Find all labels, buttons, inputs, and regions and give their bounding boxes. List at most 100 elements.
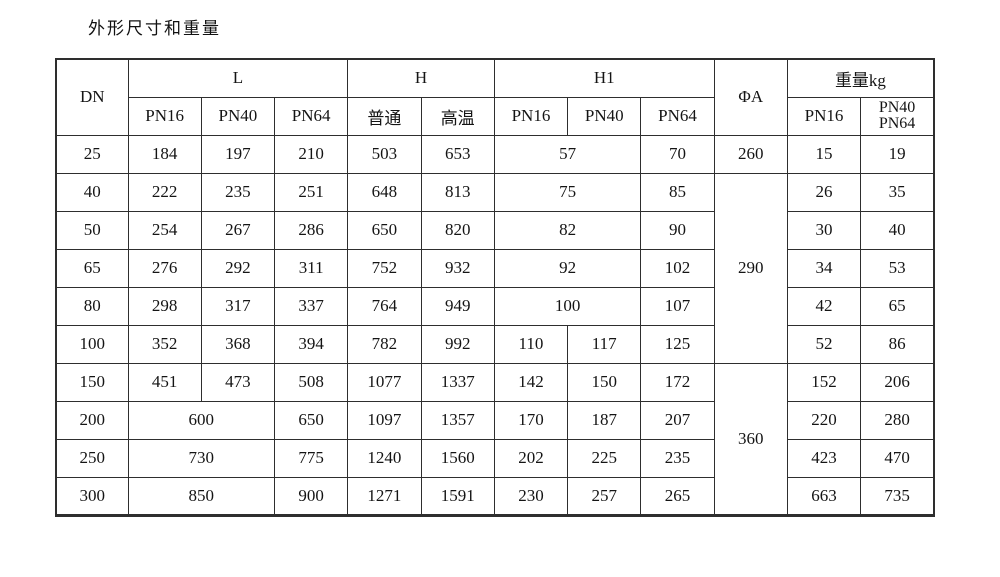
column-subheader-h1-pn40: PN40 <box>567 96 642 136</box>
table-cell: 35 <box>860 172 935 212</box>
table-header: DN L H H1 ΦA 重量kg PN16 PN40 PN64 普通 高温 P… <box>55 58 935 136</box>
table-cell: 92 <box>493 248 642 288</box>
column-subheader-l-pn16: PN16 <box>127 96 202 136</box>
table-cell: 1337 <box>420 362 495 402</box>
table-cell: 900 <box>274 476 349 516</box>
table-cell: 254 <box>127 210 202 250</box>
table-cell: 15 <box>786 134 862 174</box>
table-cell: 265 <box>640 476 715 516</box>
table-row-dn50: 50 254 267 286 650 820 82 90 30 40 <box>55 210 935 250</box>
table-cell: 250 <box>55 438 129 478</box>
column-subheader-l-pn40: PN40 <box>200 96 276 136</box>
table-row-dn65: 65 276 292 311 752 932 92 102 34 53 <box>55 248 935 288</box>
table-row-dn100: 100 352 368 394 782 992 110 117 125 52 8… <box>55 324 935 364</box>
table-cell: 764 <box>347 286 422 326</box>
column-subheader-l-pn64: PN64 <box>274 96 349 136</box>
table-cell: 932 <box>420 248 495 288</box>
table-row-dn200: 200 600 650 1097 1357 170 187 207 220 28… <box>55 400 935 440</box>
table-cell: 207 <box>640 400 715 440</box>
table-cell: 730 <box>127 438 276 478</box>
table-cell: 267 <box>200 210 276 250</box>
table-cell: 251 <box>274 172 349 212</box>
table-cell: 1357 <box>420 400 495 440</box>
table-cell: 298 <box>127 286 202 326</box>
table-cell: 850 <box>127 476 276 516</box>
column-subheader-weight-pn40-pn64: PN40 PN64 <box>860 96 935 136</box>
stacked-label: PN40 PN64 <box>878 98 916 133</box>
table-cell: 152 <box>786 362 862 402</box>
table-cell: 222 <box>127 172 202 212</box>
column-header-weight: 重量kg <box>786 58 935 98</box>
table-cell: 90 <box>640 210 715 250</box>
table-cell: 30 <box>786 210 862 250</box>
table-cell: 235 <box>640 438 715 478</box>
column-subheader-weight-pn16: PN16 <box>786 96 862 136</box>
column-header-l: L <box>127 58 349 98</box>
table-cell: 650 <box>347 210 422 250</box>
table-cell: 172 <box>640 362 715 402</box>
table-cell: 100 <box>493 286 642 326</box>
table-cell: 473 <box>200 362 276 402</box>
table-cell: 451 <box>127 362 202 402</box>
table-cell: 102 <box>640 248 715 288</box>
table-cell: 650 <box>274 400 349 440</box>
table-cell: 40 <box>860 210 935 250</box>
table-cell: 352 <box>127 324 202 364</box>
table-cell: 286 <box>274 210 349 250</box>
table-cell: 150 <box>567 362 642 402</box>
table-row-dn40: 40 222 235 251 648 813 75 85 290 26 35 <box>55 172 935 364</box>
table-cell: 70 <box>640 134 715 174</box>
column-subheader-h-hightemp: 高温 <box>420 96 495 136</box>
column-subheader-h1-pn16: PN16 <box>493 96 569 136</box>
table-cell: 85 <box>640 172 715 212</box>
column-subheader-h-normal: 普通 <box>347 96 422 136</box>
table-cell: 40 <box>55 172 129 212</box>
table-cell: 206 <box>860 362 935 402</box>
table-cell: 57 <box>493 134 642 174</box>
header-row-1: DN L H H1 ΦA 重量kg <box>55 58 935 136</box>
table-cell: 257 <box>567 476 642 516</box>
table-cell: 100 <box>55 324 129 364</box>
table-cell: 65 <box>860 286 935 326</box>
page-title: 外形尺寸和重量 <box>88 19 221 38</box>
table-cell: 276 <box>127 248 202 288</box>
table-cell: 292 <box>200 248 276 288</box>
table-cell: 782 <box>347 324 422 364</box>
table-cell: 1240 <box>347 438 422 478</box>
table-cell: 230 <box>493 476 569 516</box>
table-cell: 225 <box>567 438 642 478</box>
table-cell: 1271 <box>347 476 422 516</box>
table-cell: 813 <box>420 172 495 212</box>
table-cell: 202 <box>493 438 569 478</box>
table-cell: 197 <box>200 134 276 174</box>
table-row-dn25: 25 184 197 210 503 653 57 70 260 15 19 <box>55 134 935 174</box>
table-cell: 752 <box>347 248 422 288</box>
table-cell: 80 <box>55 286 129 326</box>
table-cell: 1591 <box>420 476 495 516</box>
table-cell: 53 <box>860 248 935 288</box>
table-row-dn250: 250 730 775 1240 1560 202 225 235 423 47… <box>55 438 935 478</box>
table-cell: 600 <box>127 400 276 440</box>
table-cell: 992 <box>420 324 495 364</box>
table-cell: 19 <box>860 134 935 174</box>
table-cell: 107 <box>640 286 715 326</box>
table-cell: 648 <box>347 172 422 212</box>
column-subheader-h1-pn64: PN64 <box>640 96 715 136</box>
table-row-dn150: 150 451 473 508 1077 1337 142 150 172 36… <box>55 362 935 516</box>
table-cell: 170 <box>493 400 569 440</box>
stacked-label-top: PN40 <box>878 98 916 116</box>
table-cell: 949 <box>420 286 495 326</box>
table-cell: 360 <box>713 362 788 516</box>
column-header-h: H <box>347 58 495 98</box>
dimensions-weight-table: DN L H H1 ΦA 重量kg PN16 PN40 PN64 普通 高温 P… <box>55 58 935 517</box>
stacked-label-bottom: PN64 <box>878 115 916 132</box>
table-cell: 34 <box>786 248 862 288</box>
table-cell: 1097 <box>347 400 422 440</box>
column-header-dn: DN <box>55 58 129 136</box>
table-cell: 653 <box>420 134 495 174</box>
table-cell: 42 <box>786 286 862 326</box>
table-cell: 470 <box>860 438 935 478</box>
table-cell: 110 <box>493 324 569 364</box>
column-header-phi-a: ΦA <box>713 58 788 136</box>
table-cell: 210 <box>274 134 349 174</box>
